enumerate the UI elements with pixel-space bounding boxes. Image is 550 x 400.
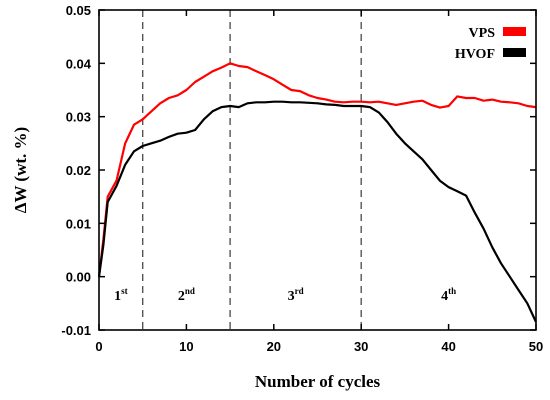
stage-number: 3 — [288, 289, 295, 304]
y-tick-label: 0.03 — [66, 110, 91, 125]
x-tick-label: 0 — [95, 339, 102, 354]
stage-dividers — [141, 10, 362, 330]
stage-label: 3rd — [288, 286, 304, 304]
stage-number: 1 — [114, 289, 121, 304]
y-tick-label: 0.04 — [66, 56, 92, 71]
y-tick-label: 0.01 — [66, 216, 91, 231]
stage-suffix: th — [448, 286, 456, 296]
y-tick-label: -0.01 — [61, 323, 91, 338]
legend-swatch — [503, 27, 526, 36]
y-tick-label: 0.02 — [66, 163, 91, 178]
x-tick-label: 10 — [179, 339, 193, 354]
series-lines — [97, 62, 537, 323]
stage-labels: 1st 2nd 3rd 4th — [114, 286, 456, 304]
stage-suffix: nd — [185, 286, 195, 296]
stage-label: 1st — [114, 286, 128, 304]
x-tick-label: 50 — [529, 339, 543, 354]
legend-label: HVOF — [455, 47, 495, 62]
axis-ticks: 0 10 20 30 40 50 -0.01 0.00 0.01 0.02 0.03 0.04 0.05 — [61, 3, 543, 354]
stage-label: 4th — [441, 286, 456, 304]
x-tick-label: 20 — [267, 339, 281, 354]
y-tick-label: 0.00 — [66, 270, 91, 285]
stage-suffix: st — [121, 286, 128, 296]
y-tick-label: 0.05 — [66, 3, 91, 18]
stage-suffix: rd — [295, 286, 304, 296]
x-tick-label: 30 — [354, 339, 368, 354]
legend-swatch — [503, 48, 526, 57]
x-tick-label: 40 — [441, 339, 455, 354]
stage-number: 4 — [441, 289, 448, 304]
x-axis-title: Number of cycles — [255, 372, 381, 391]
legend-label: VPS — [469, 26, 496, 41]
series-line-vps — [97, 62, 537, 277]
series-line-hvof — [97, 100, 537, 323]
y-axis-title: ΔW (wt. %) — [11, 127, 30, 213]
legend: VPS HVOF — [455, 26, 526, 62]
stage-label: 2nd — [178, 286, 195, 304]
stage-number: 2 — [178, 289, 185, 304]
